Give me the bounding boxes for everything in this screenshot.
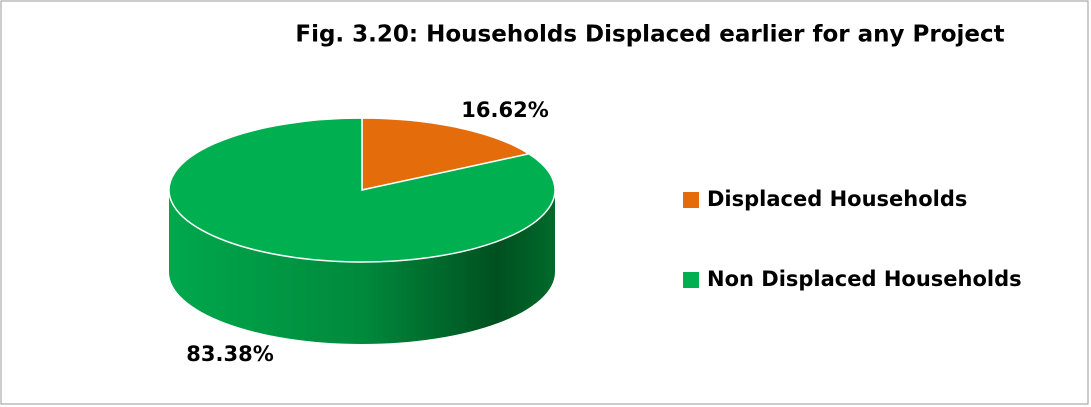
data-label: 83.38% [186, 342, 273, 366]
pie-side [169, 190, 555, 344]
legend-swatch [683, 272, 699, 288]
pie-slice [361, 117, 531, 191]
pie-slice [168, 117, 556, 263]
legend-label: Non Displaced Households [707, 267, 1022, 291]
legend-swatch [683, 192, 699, 208]
legend-label: Displaced Households [707, 187, 967, 211]
data-label: 16.62% [461, 98, 548, 122]
chart-title: Fig. 3.20: Households Displaced earlier … [295, 22, 1004, 48]
